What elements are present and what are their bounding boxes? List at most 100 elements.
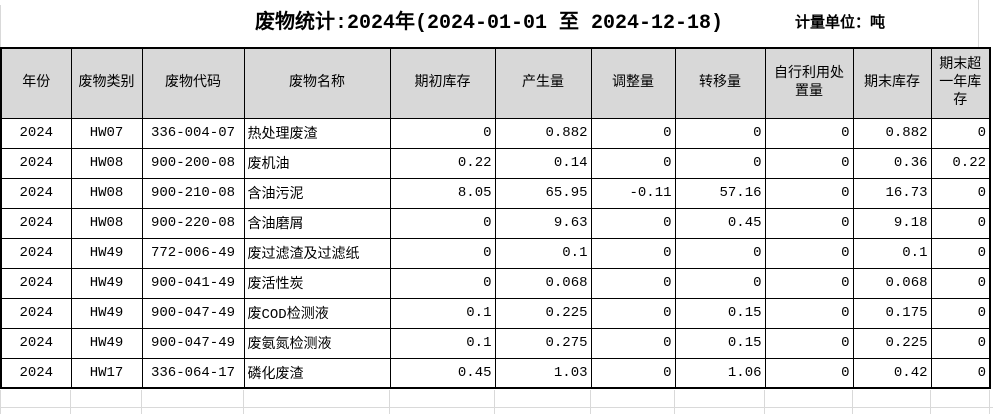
- cell-generated-amount[interactable]: 0.225: [494, 297, 592, 329]
- cell-opening-stock[interactable]: 0.1: [389, 297, 496, 329]
- cell-generated-amount[interactable]: 0.882: [494, 117, 592, 149]
- cell-waste-code[interactable]: 900-210-08: [141, 177, 245, 209]
- cell-self-disposal-amount[interactable]: 0: [764, 147, 854, 179]
- cell-adjusted-amount[interactable]: 0: [590, 147, 676, 179]
- cell-adjusted-amount[interactable]: 0: [590, 327, 676, 359]
- column-header-transferred-amount[interactable]: 转移量: [674, 47, 766, 119]
- column-header-opening-stock[interactable]: 期初库存: [389, 47, 496, 119]
- cell-transferred-amount[interactable]: 0: [674, 117, 766, 149]
- cell-waste-code[interactable]: 900-200-08: [141, 147, 245, 179]
- cell-waste-name[interactable]: 含油污泥: [243, 177, 391, 209]
- cell-generated-amount[interactable]: 65.95: [494, 177, 592, 209]
- cell-waste-code[interactable]: 336-064-17: [141, 357, 245, 389]
- cell-over-one-year-stock[interactable]: 0: [930, 117, 991, 149]
- cell-opening-stock[interactable]: 0: [389, 267, 496, 299]
- cell-waste-code[interactable]: 336-004-07: [141, 117, 245, 149]
- cell-adjusted-amount[interactable]: 0: [590, 117, 676, 149]
- column-header-closing-stock[interactable]: 期末库存: [852, 47, 932, 119]
- cell-waste-category[interactable]: HW07: [70, 117, 143, 149]
- cell-over-one-year-stock[interactable]: 0: [930, 207, 991, 239]
- cell-over-one-year-stock[interactable]: 0: [930, 267, 991, 299]
- cell-self-disposal-amount[interactable]: 0: [764, 327, 854, 359]
- cell-adjusted-amount[interactable]: 0: [590, 237, 676, 269]
- cell-over-one-year-stock[interactable]: 0: [930, 237, 991, 269]
- cell-opening-stock[interactable]: 0: [389, 117, 496, 149]
- column-header-waste-name[interactable]: 废物名称: [243, 47, 391, 119]
- cell-generated-amount[interactable]: 0.1: [494, 237, 592, 269]
- cell-waste-category[interactable]: HW49: [70, 327, 143, 359]
- cell-waste-name[interactable]: 废活性炭: [243, 267, 391, 299]
- cell-closing-stock[interactable]: 0.068: [852, 267, 932, 299]
- cell-waste-category[interactable]: HW49: [70, 267, 143, 299]
- cell-transferred-amount[interactable]: 0: [674, 147, 766, 179]
- cell-year[interactable]: 2024: [0, 297, 72, 329]
- cell-adjusted-amount[interactable]: 0: [590, 357, 676, 389]
- cell-transferred-amount[interactable]: 0.15: [674, 297, 766, 329]
- cell-opening-stock[interactable]: 8.05: [389, 177, 496, 209]
- cell-waste-name[interactable]: 磷化废渣: [243, 357, 391, 389]
- cell-year[interactable]: 2024: [0, 357, 72, 389]
- column-header-waste-code[interactable]: 废物代码: [141, 47, 245, 119]
- cell-closing-stock[interactable]: 9.18: [852, 207, 932, 239]
- cell-year[interactable]: 2024: [0, 267, 72, 299]
- cell-transferred-amount[interactable]: 0: [674, 237, 766, 269]
- cell-self-disposal-amount[interactable]: 0: [764, 207, 854, 239]
- cell-opening-stock[interactable]: 0.22: [389, 147, 496, 179]
- cell-adjusted-amount[interactable]: 0: [590, 267, 676, 299]
- cell-opening-stock[interactable]: 0: [389, 237, 496, 269]
- cell-transferred-amount[interactable]: 0: [674, 267, 766, 299]
- cell-closing-stock[interactable]: 0.1: [852, 237, 932, 269]
- cell-transferred-amount[interactable]: 57.16: [674, 177, 766, 209]
- cell-over-one-year-stock[interactable]: 0: [930, 177, 991, 209]
- column-header-year[interactable]: 年份: [0, 47, 72, 119]
- cell-generated-amount[interactable]: 0.275: [494, 327, 592, 359]
- cell-over-one-year-stock[interactable]: 0: [930, 297, 991, 329]
- cell-generated-amount[interactable]: 9.63: [494, 207, 592, 239]
- cell-year[interactable]: 2024: [0, 117, 72, 149]
- cell-self-disposal-amount[interactable]: 0: [764, 117, 854, 149]
- cell-generated-amount[interactable]: 0.068: [494, 267, 592, 299]
- column-header-adjusted-amount[interactable]: 调整量: [590, 47, 676, 119]
- cell-adjusted-amount[interactable]: 0: [590, 207, 676, 239]
- cell-waste-code[interactable]: 900-047-49: [141, 327, 245, 359]
- column-header-self-disposal-amount[interactable]: 自行利用处置量: [764, 47, 854, 119]
- cell-self-disposal-amount[interactable]: 0: [764, 237, 854, 269]
- cell-opening-stock[interactable]: 0.45: [389, 357, 496, 389]
- column-header-waste-category[interactable]: 废物类别: [70, 47, 143, 119]
- cell-waste-category[interactable]: HW49: [70, 297, 143, 329]
- cell-closing-stock[interactable]: 0.225: [852, 327, 932, 359]
- cell-year[interactable]: 2024: [0, 327, 72, 359]
- cell-waste-name[interactable]: 废氨氮检测液: [243, 327, 391, 359]
- cell-waste-code[interactable]: 900-041-49: [141, 267, 245, 299]
- cell-waste-name[interactable]: 含油磨屑: [243, 207, 391, 239]
- cell-waste-name[interactable]: 废机油: [243, 147, 391, 179]
- cell-closing-stock[interactable]: 16.73: [852, 177, 932, 209]
- cell-over-one-year-stock[interactable]: 0: [930, 327, 991, 359]
- cell-waste-code[interactable]: 900-220-08: [141, 207, 245, 239]
- cell-waste-category[interactable]: HW08: [70, 207, 143, 239]
- cell-self-disposal-amount[interactable]: 0: [764, 357, 854, 389]
- cell-self-disposal-amount[interactable]: 0: [764, 297, 854, 329]
- cell-over-one-year-stock[interactable]: 0.22: [930, 147, 991, 179]
- cell-year[interactable]: 2024: [0, 177, 72, 209]
- cell-waste-code[interactable]: 772-006-49: [141, 237, 245, 269]
- cell-closing-stock[interactable]: 0.882: [852, 117, 932, 149]
- cell-generated-amount[interactable]: 0.14: [494, 147, 592, 179]
- cell-waste-name[interactable]: 废过滤渣及过滤纸: [243, 237, 391, 269]
- cell-closing-stock[interactable]: 0.175: [852, 297, 932, 329]
- cell-self-disposal-amount[interactable]: 0: [764, 177, 854, 209]
- cell-adjusted-amount[interactable]: 0: [590, 297, 676, 329]
- cell-year[interactable]: 2024: [0, 237, 72, 269]
- cell-transferred-amount[interactable]: 1.06: [674, 357, 766, 389]
- cell-closing-stock[interactable]: 0.42: [852, 357, 932, 389]
- cell-waste-category[interactable]: HW08: [70, 147, 143, 179]
- cell-closing-stock[interactable]: 0.36: [852, 147, 932, 179]
- column-header-over-one-year-stock[interactable]: 期末超一年库存: [930, 47, 991, 119]
- cell-self-disposal-amount[interactable]: 0: [764, 267, 854, 299]
- cell-over-one-year-stock[interactable]: 0: [930, 357, 991, 389]
- cell-waste-category[interactable]: HW49: [70, 237, 143, 269]
- cell-generated-amount[interactable]: 1.03: [494, 357, 592, 389]
- cell-year[interactable]: 2024: [0, 207, 72, 239]
- column-header-generated-amount[interactable]: 产生量: [494, 47, 592, 119]
- cell-adjusted-amount[interactable]: -0.11: [590, 177, 676, 209]
